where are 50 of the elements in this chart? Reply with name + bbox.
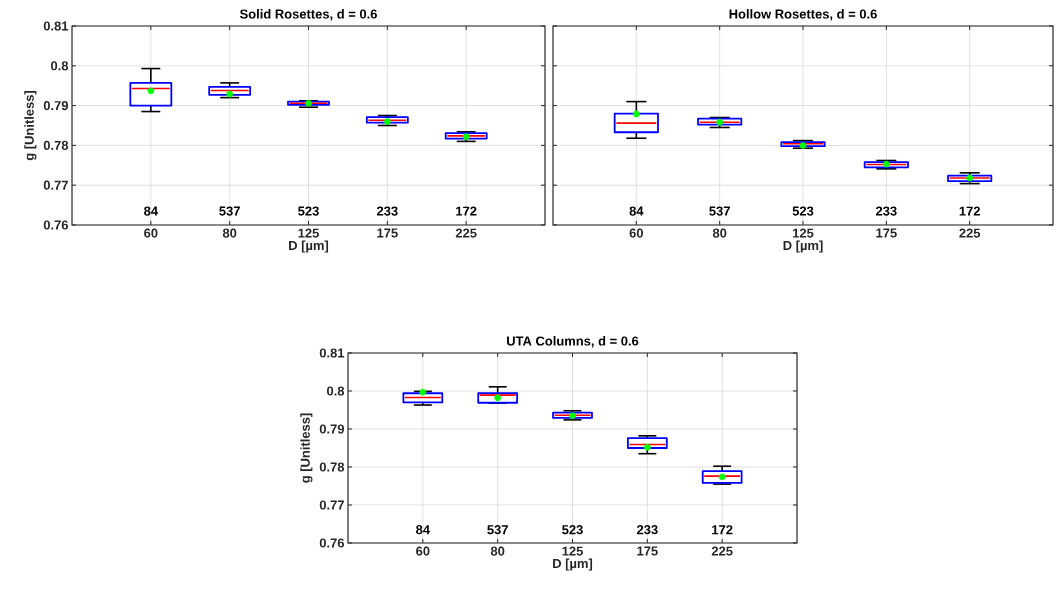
x-tick-label: 80 <box>490 546 505 556</box>
annotation: 84 <box>144 206 158 216</box>
y-tick-label: 0.76 <box>43 220 69 230</box>
y-tick-label: 0.77 <box>319 500 344 510</box>
annotation: 172 <box>712 525 733 535</box>
annotation: 233 <box>875 206 897 216</box>
x-tick-label: 60 <box>144 228 158 238</box>
annotation: 233 <box>636 525 658 535</box>
y-tick-label: 0.79 <box>43 101 68 111</box>
x-axis-title: D [µm] <box>783 240 823 253</box>
y-axis-title: g [Unitless] <box>300 413 313 483</box>
y-tick-label: 0.76 <box>319 538 345 548</box>
annotation: 84 <box>629 206 644 216</box>
x-tick-label: 175 <box>876 228 897 238</box>
x-tick-label: 225 <box>455 228 477 238</box>
y-tick-label: 0.78 <box>319 462 345 472</box>
annotation: 172 <box>456 206 477 216</box>
annotation: 84 <box>416 525 430 535</box>
x-tick-label: 175 <box>637 546 658 556</box>
annotation: 233 <box>376 206 398 216</box>
chart-title: Hollow Rosettes, d = 0.6 <box>729 9 877 21</box>
x-tick-label: 225 <box>711 546 733 556</box>
x-tick-label: 125 <box>298 228 319 238</box>
annotation: 172 <box>959 206 980 216</box>
chart-title: Solid Rosettes, d = 0.6 <box>239 9 377 21</box>
annotation: 537 <box>219 206 240 216</box>
y-tick-label: 0.81 <box>43 21 69 31</box>
x-tick-label: 60 <box>629 228 644 238</box>
y-tick-label: 0.78 <box>43 140 69 150</box>
x-tick-label: 80 <box>712 228 727 238</box>
x-tick-label: 225 <box>959 228 981 238</box>
annotation: 523 <box>298 206 319 216</box>
x-tick-label: 80 <box>222 228 237 238</box>
x-tick-label: 125 <box>793 228 814 238</box>
y-tick-label: 0.77 <box>43 180 68 190</box>
annotation: 523 <box>562 525 583 535</box>
y-tick-label: 0.79 <box>319 424 344 434</box>
annotation: 537 <box>487 525 508 535</box>
x-tick-label: 60 <box>416 546 430 556</box>
x-tick-label: 175 <box>377 228 398 238</box>
y-tick-label: 0.81 <box>319 348 345 358</box>
y-tick-label: 0.8 <box>327 386 345 396</box>
x-axis-title: D [µm] <box>553 558 593 571</box>
chart-title: UTA Columns, d = 0.6 <box>507 336 639 348</box>
x-axis-title: D [µm] <box>289 240 329 253</box>
y-axis-title: g [Unitless] <box>24 90 37 161</box>
y-tick-label: 0.8 <box>51 61 69 71</box>
annotation: 537 <box>709 206 730 216</box>
annotation: 523 <box>792 206 814 216</box>
x-tick-label: 125 <box>562 546 583 556</box>
